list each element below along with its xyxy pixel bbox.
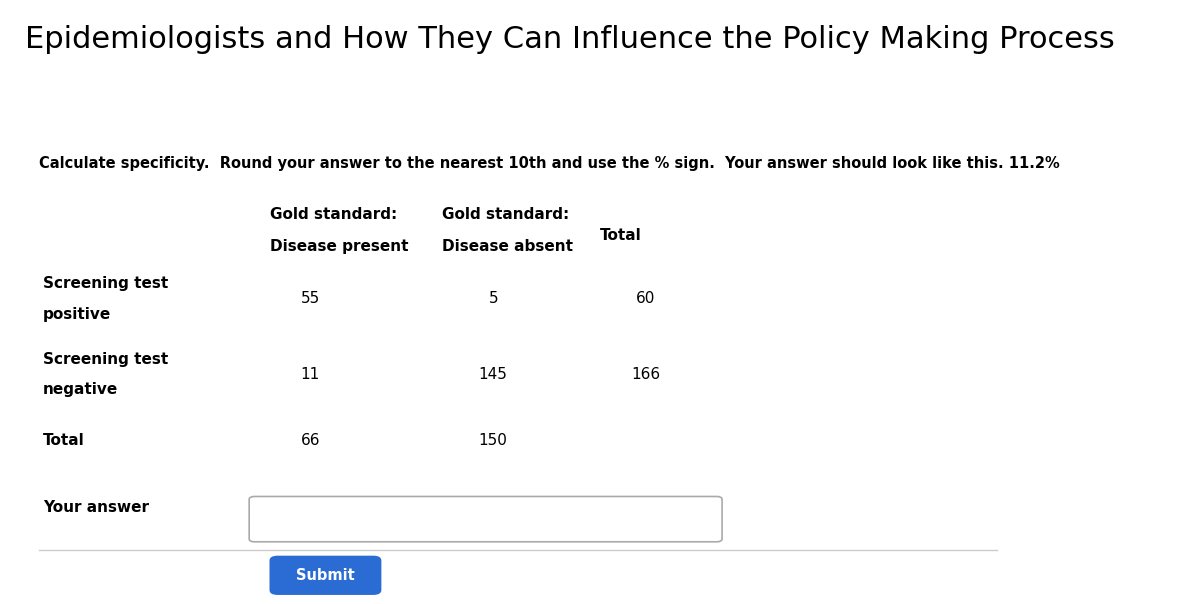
Text: Gold standard:: Gold standard: xyxy=(443,207,570,222)
Text: Gold standard:: Gold standard: xyxy=(270,207,397,222)
Text: 55: 55 xyxy=(300,292,320,306)
Text: negative: negative xyxy=(43,382,118,397)
Text: Screening test: Screening test xyxy=(43,277,168,291)
Text: 145: 145 xyxy=(479,367,508,382)
Text: 150: 150 xyxy=(479,434,508,448)
Text: positive: positive xyxy=(43,307,110,321)
FancyBboxPatch shape xyxy=(250,496,722,542)
Text: Disease absent: Disease absent xyxy=(443,239,574,254)
Text: Screening test: Screening test xyxy=(43,352,168,367)
Text: 166: 166 xyxy=(631,367,660,382)
Text: Your answer: Your answer xyxy=(43,500,149,515)
Text: 60: 60 xyxy=(636,292,655,306)
Text: Submit: Submit xyxy=(296,568,355,583)
Text: 5: 5 xyxy=(488,292,498,306)
Text: Total: Total xyxy=(43,434,84,448)
Text: Disease present: Disease present xyxy=(270,239,408,254)
FancyBboxPatch shape xyxy=(270,556,382,595)
Text: Epidemiologists and How They Can Influence the Policy Making Process: Epidemiologists and How They Can Influen… xyxy=(25,25,1115,54)
Text: 66: 66 xyxy=(300,434,320,448)
Text: Total: Total xyxy=(600,228,642,243)
Text: 11: 11 xyxy=(300,367,320,382)
Text: Calculate specificity.  Round your answer to the nearest 10th and use the % sign: Calculate specificity. Round your answer… xyxy=(38,156,1060,170)
